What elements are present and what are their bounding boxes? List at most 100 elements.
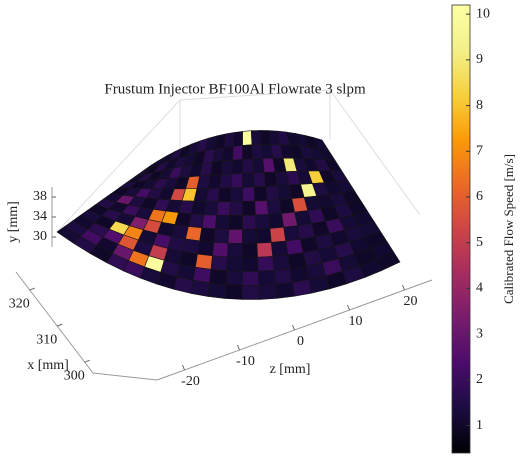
- x-tick: [57, 323, 63, 327]
- surface-cell: [275, 282, 295, 299]
- surface-cell: [188, 213, 205, 229]
- surface-cell: [255, 214, 271, 230]
- surface-cell: [251, 144, 264, 160]
- surface-cell: [270, 240, 289, 257]
- surface-cell: [242, 186, 256, 202]
- colorbar-tick-label: 4: [476, 281, 483, 296]
- surface-cell: [230, 187, 243, 202]
- surface-cell: [242, 228, 258, 244]
- surface-cell: [273, 268, 293, 285]
- surface-cell: [254, 200, 269, 216]
- surface-cell: [212, 242, 229, 258]
- surface-cell: [257, 270, 276, 286]
- z-tick: [347, 304, 350, 311]
- surface-cell: [255, 228, 272, 244]
- x-tick: [84, 359, 90, 363]
- surface-cell: [287, 252, 307, 269]
- surface-cell: [257, 256, 275, 272]
- z-tick-label: 20: [404, 294, 418, 309]
- z-tick: [182, 364, 185, 371]
- z-tick-label: 10: [349, 314, 363, 329]
- surface-cell: [253, 186, 268, 202]
- y-axis-label: y [mm]: [6, 201, 21, 243]
- surface-cell: [225, 270, 243, 286]
- colorbar-tick-label: 5: [476, 235, 483, 250]
- surface-cell: [242, 200, 256, 216]
- surface-cell: [230, 173, 243, 189]
- surface-cell: [190, 200, 207, 215]
- surface-cell: [190, 279, 210, 297]
- colorbar-tick-label: 2: [476, 372, 483, 387]
- surface-cell: [226, 256, 243, 272]
- z-axis-label: z [mm]: [270, 362, 311, 377]
- surface-cell: [256, 242, 274, 258]
- surface-cell: [266, 199, 282, 215]
- colorbar-tick-label: 3: [476, 326, 483, 341]
- colorbar-tick-label: 10: [476, 6, 490, 21]
- surface-cell: [228, 215, 243, 230]
- surface-cell: [242, 144, 253, 160]
- z-tick-label: 0: [297, 334, 304, 349]
- x-axis-label: x [mm]: [27, 358, 69, 373]
- chart-title: Frustum Injector BF100Al Flowrate 3 slpm: [104, 81, 366, 97]
- surface-cell: [231, 159, 243, 175]
- surface-cell: [242, 214, 257, 230]
- surface-cell: [269, 226, 287, 243]
- surface-cell: [242, 256, 259, 272]
- z-tick-label: -10: [236, 354, 255, 369]
- surface-cell: [223, 132, 235, 148]
- surface-cell: [227, 229, 243, 244]
- surface-cell: [217, 187, 232, 203]
- z-tick: [402, 284, 405, 291]
- y-tick-label: 34: [33, 209, 47, 224]
- surface-cell: [203, 201, 219, 216]
- surface-cell: [207, 174, 222, 189]
- surface-cell: [201, 214, 218, 230]
- surface-cell: [252, 158, 265, 174]
- surface-cell: [199, 227, 216, 243]
- surface-cell: [207, 282, 227, 299]
- surface-cell: [227, 242, 243, 258]
- surface-cell: [220, 159, 233, 175]
- colorbar-tick-label: 6: [476, 189, 483, 204]
- y-tick-label: 30: [33, 229, 47, 244]
- surface-cell: [219, 173, 233, 189]
- x-tick-label: 310: [36, 332, 57, 347]
- colorbar-label: Calibrated Flow Speed [m/s]: [501, 154, 516, 304]
- surface-cell: [197, 240, 215, 257]
- surface: [56, 130, 401, 300]
- x-tick: [29, 287, 35, 291]
- surface-cell: [222, 145, 234, 162]
- colorbar-tick-label: 7: [476, 144, 483, 159]
- z-tick-label: -20: [181, 374, 200, 389]
- surface-cell: [185, 226, 203, 242]
- surface-cell: [213, 228, 230, 244]
- surface-cell: [195, 253, 213, 270]
- surface-cell: [242, 130, 253, 146]
- surface-cell: [232, 145, 243, 161]
- surface-cell: [210, 255, 228, 272]
- colorbar: [451, 4, 471, 454]
- colorbar-tick-label: 8: [476, 98, 483, 113]
- colorbar-tick-label: 1: [476, 418, 483, 433]
- surface-cell: [376, 251, 401, 271]
- surface-cell: [268, 213, 285, 229]
- surface-cell: [242, 158, 254, 174]
- x-tick-label: 300: [64, 368, 85, 383]
- surface-cell: [215, 214, 230, 230]
- axes-box: [15, 89, 433, 381]
- y-tick-label: 38: [33, 189, 47, 204]
- surface-cell: [242, 172, 255, 188]
- surface-cell: [242, 285, 260, 300]
- surface-cell: [272, 254, 291, 271]
- surface-cell: [216, 201, 231, 216]
- z-tick: [237, 344, 240, 351]
- surface-cell: [258, 284, 278, 300]
- surface-cell: [291, 279, 313, 297]
- surface-cell: [210, 160, 223, 176]
- z-tick: [292, 324, 295, 331]
- surface-cell: [242, 271, 260, 286]
- surface-cell: [209, 269, 228, 285]
- surface-cell: [232, 131, 243, 147]
